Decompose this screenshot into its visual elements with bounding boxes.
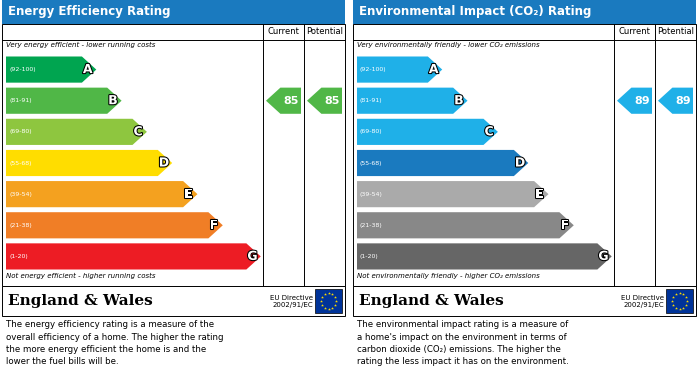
Text: Very energy efficient - lower running costs: Very energy efficient - lower running co… <box>6 42 155 48</box>
Text: G: G <box>247 250 258 263</box>
Polygon shape <box>307 88 342 114</box>
Text: (1-20): (1-20) <box>9 254 28 259</box>
Text: A: A <box>83 63 92 76</box>
Text: The environmental impact rating is a measure of
a home's impact on the environme: The environmental impact rating is a mea… <box>357 320 568 366</box>
Text: (55-68): (55-68) <box>9 160 32 165</box>
Text: (92-100): (92-100) <box>360 67 386 72</box>
Text: Very environmentally friendly - lower CO₂ emissions: Very environmentally friendly - lower CO… <box>357 42 540 48</box>
Polygon shape <box>6 119 147 145</box>
Text: F: F <box>561 219 569 232</box>
Text: D: D <box>515 156 525 170</box>
Text: (39-54): (39-54) <box>360 192 383 197</box>
Polygon shape <box>357 181 549 207</box>
Text: G: G <box>598 250 608 263</box>
Polygon shape <box>6 150 172 176</box>
Text: B: B <box>454 94 463 107</box>
Text: D: D <box>159 156 169 170</box>
Text: 89: 89 <box>675 96 690 106</box>
Text: (21-38): (21-38) <box>9 223 32 228</box>
Polygon shape <box>357 212 574 239</box>
Text: Potential: Potential <box>657 27 694 36</box>
Text: England & Wales: England & Wales <box>359 294 504 308</box>
Text: (92-100): (92-100) <box>9 67 36 72</box>
Text: England & Wales: England & Wales <box>8 294 153 308</box>
Text: B: B <box>108 94 118 107</box>
FancyBboxPatch shape <box>2 286 345 316</box>
Text: Current: Current <box>619 27 650 36</box>
Text: (1-20): (1-20) <box>360 254 379 259</box>
Text: F: F <box>209 219 218 232</box>
Polygon shape <box>6 88 122 114</box>
Text: 85: 85 <box>324 96 340 106</box>
Text: E: E <box>535 188 544 201</box>
Text: Current: Current <box>267 27 300 36</box>
Text: (81-91): (81-91) <box>9 98 32 103</box>
FancyBboxPatch shape <box>353 0 696 24</box>
FancyBboxPatch shape <box>353 24 696 286</box>
Text: E: E <box>184 188 192 201</box>
Polygon shape <box>6 243 260 269</box>
Text: C: C <box>134 126 143 138</box>
Text: Not environmentally friendly - higher CO₂ emissions: Not environmentally friendly - higher CO… <box>357 273 540 279</box>
Polygon shape <box>357 150 528 176</box>
Text: (69-80): (69-80) <box>360 129 383 135</box>
Polygon shape <box>617 88 652 114</box>
Polygon shape <box>6 181 197 207</box>
Text: Energy Efficiency Rating: Energy Efficiency Rating <box>8 5 171 18</box>
Polygon shape <box>6 212 223 239</box>
Text: Environmental Impact (CO₂) Rating: Environmental Impact (CO₂) Rating <box>359 5 592 18</box>
FancyBboxPatch shape <box>666 289 693 313</box>
FancyBboxPatch shape <box>2 0 345 24</box>
Polygon shape <box>266 88 301 114</box>
Text: (21-38): (21-38) <box>360 223 383 228</box>
Text: 85: 85 <box>283 96 298 106</box>
Text: C: C <box>484 126 494 138</box>
Polygon shape <box>357 56 442 83</box>
FancyBboxPatch shape <box>2 24 345 286</box>
Polygon shape <box>357 243 612 269</box>
Text: Potential: Potential <box>306 27 343 36</box>
Text: (55-68): (55-68) <box>360 160 382 165</box>
Text: (81-91): (81-91) <box>360 98 383 103</box>
Polygon shape <box>658 88 693 114</box>
Polygon shape <box>6 56 97 83</box>
Text: The energy efficiency rating is a measure of the
overall efficiency of a home. T: The energy efficiency rating is a measur… <box>6 320 223 366</box>
FancyBboxPatch shape <box>353 286 696 316</box>
Polygon shape <box>357 119 498 145</box>
Text: 89: 89 <box>634 96 650 106</box>
Text: Not energy efficient - higher running costs: Not energy efficient - higher running co… <box>6 273 155 279</box>
Text: (69-80): (69-80) <box>9 129 32 135</box>
Text: (39-54): (39-54) <box>9 192 32 197</box>
Text: EU Directive
2002/91/EC: EU Directive 2002/91/EC <box>621 294 664 307</box>
FancyBboxPatch shape <box>315 289 342 313</box>
Polygon shape <box>357 88 468 114</box>
Text: A: A <box>429 63 438 76</box>
Text: EU Directive
2002/91/EC: EU Directive 2002/91/EC <box>270 294 313 307</box>
